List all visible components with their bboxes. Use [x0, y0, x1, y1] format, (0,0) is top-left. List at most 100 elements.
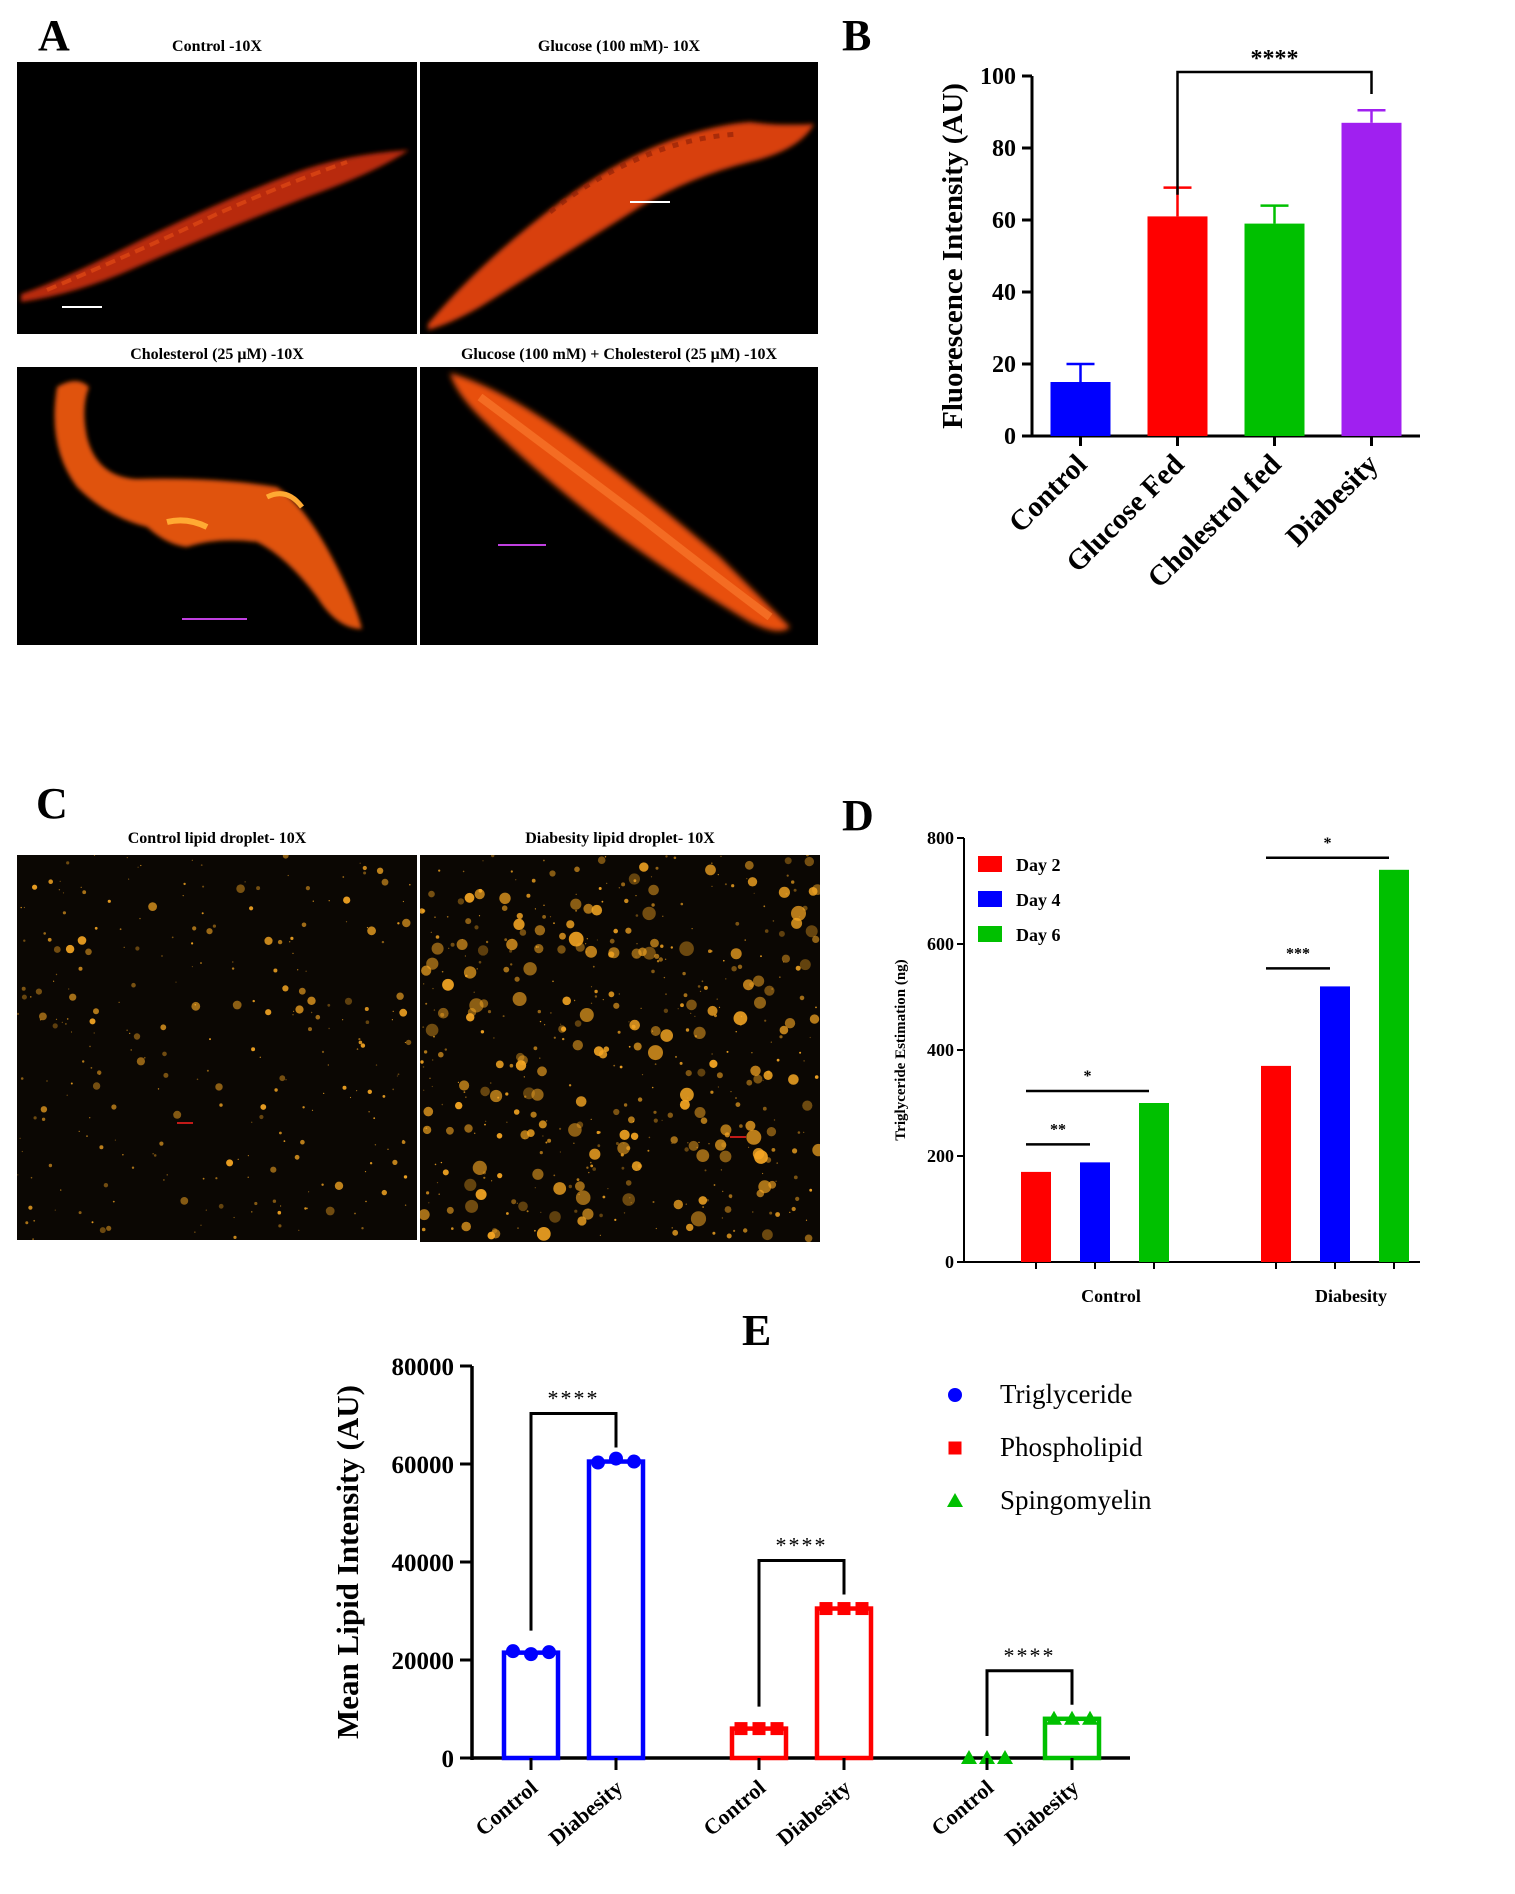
lipid-droplet	[776, 1162, 778, 1164]
lipid-droplet	[582, 1208, 594, 1220]
lipid-droplet	[131, 982, 136, 988]
lipid-droplet	[231, 967, 235, 970]
lipid-droplet	[506, 938, 518, 951]
lipid-droplet	[576, 1121, 584, 1129]
lipid-droplet	[490, 1089, 503, 1103]
lipid-droplet	[363, 871, 367, 875]
lipid-droplet	[59, 880, 61, 882]
lipid-droplet	[677, 1008, 679, 1010]
lipid-droplet	[791, 880, 795, 884]
lipid-droplet	[805, 1219, 808, 1221]
lipid-droplet	[305, 886, 310, 891]
lipid-droplet	[404, 1041, 406, 1044]
lipid-droplet	[321, 1050, 325, 1053]
lipid-droplet	[215, 1177, 218, 1180]
lipid-droplet	[575, 1190, 591, 1205]
lipid-droplet	[778, 886, 790, 898]
lipid-droplet	[376, 867, 384, 874]
lipid-droplet	[771, 988, 773, 990]
lipid-droplet	[446, 1206, 454, 1214]
lipid-droplet	[740, 1015, 743, 1018]
lipid-droplet	[553, 1036, 556, 1039]
lipid-droplet	[315, 1014, 321, 1020]
lipid-droplet	[404, 1204, 407, 1206]
legend-label-day-6: Day 6	[1016, 925, 1061, 945]
lipid-droplet	[709, 1059, 718, 1068]
lipid-droplet	[364, 1171, 367, 1173]
lipid-droplet	[62, 892, 65, 894]
lipid-droplet	[438, 869, 441, 872]
lipid-droplet	[568, 1184, 572, 1189]
lipid-droplet	[480, 1030, 485, 1034]
lipid-droplet	[506, 1121, 508, 1123]
significance-bracket	[985, 1669, 1074, 1736]
lipid-droplet	[438, 1051, 444, 1058]
lipid-droplet	[748, 1146, 750, 1148]
lipid-droplet	[122, 1154, 124, 1156]
lipid-droplet	[479, 999, 489, 1008]
lipid-droplet	[747, 877, 758, 887]
lipid-droplet	[698, 1196, 708, 1205]
lipid-droplet	[635, 914, 639, 917]
lipid-droplet	[17, 1012, 20, 1015]
lipid-droplet	[433, 1035, 435, 1038]
bar-diabesity	[1341, 122, 1402, 437]
significance-label: *	[1084, 1068, 1092, 1085]
lipid-droplet	[47, 937, 52, 942]
lipid-droplet	[209, 1038, 211, 1041]
lipid-droplet	[441, 1103, 444, 1106]
lipid-droplet	[572, 1040, 583, 1051]
data-point	[609, 1451, 623, 1466]
lipid-droplet	[65, 1023, 67, 1025]
lipid-droplet	[495, 1060, 504, 1069]
lipid-droplet	[130, 1049, 132, 1051]
legend-label-day-4: Day 4	[1016, 890, 1061, 910]
lipid-droplet	[328, 900, 330, 902]
lipid-droplet	[724, 1132, 730, 1138]
data-point	[979, 1750, 995, 1764]
lipid-droplet	[32, 1238, 34, 1240]
lipid-droplet	[349, 1096, 352, 1099]
lipid-droplet	[21, 994, 27, 1000]
lipid-droplet	[399, 1008, 408, 1017]
lipid-droplet	[487, 1010, 492, 1014]
lipid-droplet	[642, 906, 656, 921]
lipid-droplet	[730, 1091, 732, 1093]
lipid-droplet	[592, 965, 595, 968]
lipid-droplet	[99, 1227, 106, 1234]
lipid-droplet	[753, 1074, 763, 1084]
lipid-droplet	[746, 1079, 753, 1086]
data-point	[819, 1602, 833, 1616]
lipid-droplet	[293, 1010, 295, 1012]
lipid-droplet	[465, 1199, 479, 1213]
y-tick-label: 800	[927, 828, 954, 848]
x-tick-label-control: Control	[470, 1775, 542, 1841]
lipid-droplet	[802, 1100, 813, 1111]
lipid-droplet	[272, 1199, 277, 1203]
lipid-droplet	[28, 1205, 33, 1210]
lipid-droplet	[152, 1153, 154, 1155]
lipid-droplet	[540, 1211, 542, 1213]
lipid-droplet	[575, 1096, 587, 1107]
lipid-droplet	[686, 999, 697, 1011]
lipid-droplet	[123, 946, 125, 948]
legend-label-day-2: Day 2	[1016, 855, 1061, 875]
lipid-droplet	[516, 912, 523, 920]
lipid-droplet	[251, 1047, 256, 1052]
lipid-droplet	[683, 993, 688, 998]
lipid-droplet	[426, 1191, 430, 1195]
lipid-droplet	[345, 921, 348, 923]
lipid-droplet	[698, 1141, 700, 1144]
lipid-droplet	[327, 1064, 329, 1066]
lipid-droplet	[651, 969, 655, 974]
x-tick-label-control: Control	[926, 1775, 998, 1841]
lipid-droplet	[768, 1180, 777, 1189]
lipid-droplet	[534, 925, 546, 936]
lipid-droplet	[403, 1175, 408, 1179]
lipid-droplet	[574, 866, 580, 873]
lipid-droplet	[21, 986, 26, 991]
lipid-droplet	[202, 885, 205, 888]
chart-d: 0 200 400 600 800 Triglyceride Estimation (ng…	[880, 820, 1460, 1310]
lipid-droplet	[140, 864, 142, 867]
lipid-droplet	[381, 878, 389, 886]
